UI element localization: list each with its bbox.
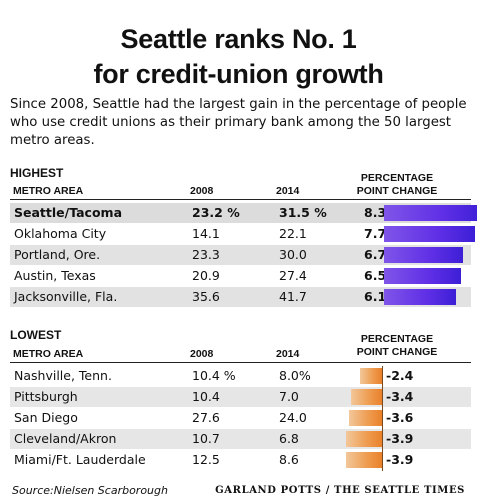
table-row: Seattle/Tacoma 23.2 % 31.5 % 8.3 xyxy=(10,203,477,223)
table-row: Nashville, Tenn. 10.4 % 8.0% -2.4 xyxy=(10,366,471,386)
value-2014: 8.0% xyxy=(279,368,311,383)
change-label: -3.9 xyxy=(386,452,414,467)
year-2008-header: 2008 xyxy=(190,348,214,360)
change-label: -3.9 xyxy=(386,431,414,446)
header-rule xyxy=(10,199,471,200)
value-2014: 31.5 % xyxy=(279,205,327,220)
metro-name: San Diego xyxy=(14,410,78,425)
highest-section-title: HIGHEST xyxy=(10,166,64,180)
table-row: Miami/Ft. Lauderdale 12.5 8.6 -3.9 xyxy=(10,450,471,470)
credit-line: GARLAND POTTS / THE SEATTLE TIMES xyxy=(215,485,465,496)
percentage-header: PERCENTAGE xyxy=(360,333,434,345)
value-2008: 23.3 xyxy=(192,247,220,262)
headline-line-2: for credit-union growth xyxy=(93,59,384,89)
table-row: Jacksonville, Fla. 35.6 41.7 6.1 xyxy=(10,287,471,307)
value-2014: 8.6 xyxy=(279,452,299,467)
change-bar xyxy=(384,205,477,221)
metro-name: Seattle/Tacoma xyxy=(14,205,123,220)
zero-axis-line xyxy=(382,366,383,471)
change-label: -3.6 xyxy=(386,410,414,425)
value-2008: 10.4 % xyxy=(192,368,236,383)
value-2008: 20.9 xyxy=(192,268,220,283)
point-change-header: POINT CHANGE xyxy=(356,346,438,358)
header-rule xyxy=(10,362,471,363)
value-2008: 10.7 xyxy=(192,431,220,446)
change-bar xyxy=(346,431,382,447)
change-bar xyxy=(346,452,382,468)
table-row: Cleveland/Akron 10.7 6.8 -3.9 xyxy=(10,429,471,449)
value-2008: 14.1 xyxy=(192,226,220,241)
value-2014: 30.0 xyxy=(279,247,307,262)
metro-area-header: METRO AREA xyxy=(13,185,84,197)
percentage-header: PERCENTAGE xyxy=(360,172,434,184)
value-2008: 12.5 xyxy=(192,452,220,467)
value-2014: 24.0 xyxy=(279,410,307,425)
metro-name: Oklahoma City xyxy=(14,226,107,241)
intro-text: Since 2008, Seattle had the largest gain… xyxy=(10,97,467,148)
metro-name: Pittsburgh xyxy=(14,389,78,404)
value-2014: 6.8 xyxy=(279,431,299,446)
value-2014: 27.4 xyxy=(279,268,307,283)
point-change-header: POINT CHANGE xyxy=(356,185,438,197)
lowest-section-title: LOWEST xyxy=(10,328,62,342)
table-row: Pittsburgh 10.4 7.0 -3.4 xyxy=(10,387,471,407)
table-row: San Diego 27.6 24.0 -3.6 xyxy=(10,408,471,428)
change-label: 6.7 xyxy=(364,247,387,262)
value-2014: 22.1 xyxy=(279,226,307,241)
metro-name: Jacksonville, Fla. xyxy=(14,289,118,304)
change-label: 7.7 xyxy=(364,226,387,241)
value-2008: 27.6 xyxy=(192,410,220,425)
table-row: Oklahoma City 14.1 22.1 7.7 xyxy=(10,224,475,244)
change-label: -2.4 xyxy=(386,368,414,383)
metro-name: Cleveland/Akron xyxy=(14,431,117,446)
metro-area-header: METRO AREA xyxy=(13,348,84,360)
value-2008: 10.4 xyxy=(192,389,220,404)
metro-name: Miami/Ft. Lauderdale xyxy=(14,452,146,467)
change-bar xyxy=(351,389,382,405)
year-2014-header: 2014 xyxy=(276,348,300,360)
metro-name: Austin, Texas xyxy=(14,268,96,283)
change-label: 6.5 xyxy=(364,268,387,283)
headline-line-1: Seattle ranks No. 1 xyxy=(120,24,357,54)
change-bar xyxy=(384,268,461,284)
change-label: 6.1 xyxy=(364,289,387,304)
value-2014: 7.0 xyxy=(279,389,299,404)
metro-name: Portland, Ore. xyxy=(14,247,101,262)
source-note: Source:Nielsen Scarborough xyxy=(12,484,168,497)
value-2008: 23.2 % xyxy=(192,205,240,220)
metro-name: Nashville, Tenn. xyxy=(14,368,112,383)
change-bar xyxy=(384,226,475,242)
year-2008-header: 2008 xyxy=(190,185,214,197)
table-row: Portland, Ore. 23.3 30.0 6.7 xyxy=(10,245,471,265)
change-bar xyxy=(384,289,456,305)
change-label: -3.4 xyxy=(386,389,414,404)
value-2014: 41.7 xyxy=(279,289,307,304)
change-bar xyxy=(360,368,382,384)
value-2008: 35.6 xyxy=(192,289,220,304)
change-label: 8.3 xyxy=(364,205,387,220)
change-bar xyxy=(349,410,382,426)
change-bar xyxy=(384,247,463,263)
year-2014-header: 2014 xyxy=(276,185,300,197)
table-row: Austin, Texas 20.9 27.4 6.5 xyxy=(10,266,471,286)
